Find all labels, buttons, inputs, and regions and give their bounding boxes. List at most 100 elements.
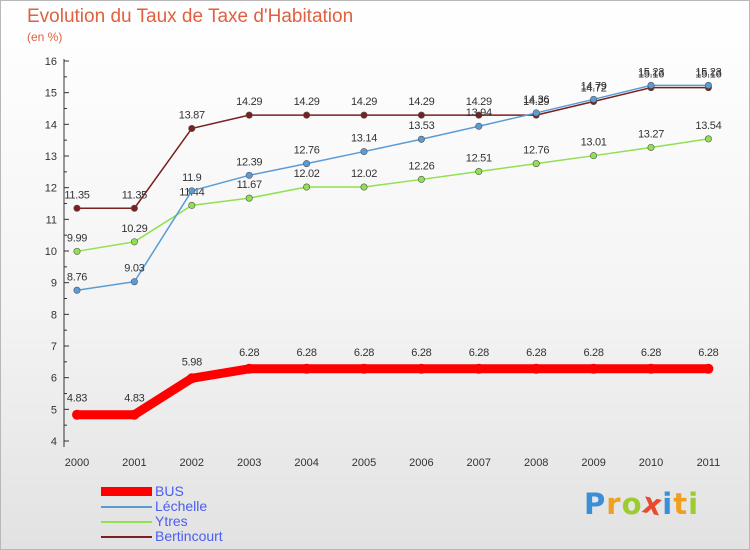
- data-label: 8.76: [67, 271, 87, 283]
- data-point: [703, 363, 714, 374]
- data-point: [186, 373, 197, 384]
- legend-swatch: [101, 487, 152, 496]
- data-label: 12.39: [236, 156, 262, 168]
- data-point: [532, 160, 540, 168]
- data-point: [704, 81, 712, 89]
- data-point: [475, 111, 483, 119]
- data-label: 11.35: [122, 189, 147, 201]
- series-line-ytres: [76, 138, 710, 253]
- y-tick-label: 5: [51, 404, 57, 416]
- x-tick-label: 2001: [122, 457, 146, 469]
- y-tick-label: 7: [51, 341, 57, 353]
- x-tick-label: 2004: [294, 457, 318, 469]
- brand-letter: r: [606, 487, 622, 521]
- series-line-léchelle: [76, 84, 710, 292]
- brand-letter: i: [662, 487, 674, 521]
- data-label: 14.79: [581, 80, 607, 92]
- data-label: 14.29: [294, 96, 320, 108]
- data-label: 14.72: [581, 83, 607, 95]
- legend-label: BUS: [155, 483, 184, 499]
- data-label: 14.29: [466, 96, 492, 108]
- data-point: [303, 160, 311, 168]
- data-label: 6.28: [469, 347, 489, 359]
- series-line-bus: [72, 364, 713, 420]
- x-tick-label: 2009: [581, 457, 605, 469]
- data-label: 12.26: [408, 160, 434, 172]
- y-tick-label: 16: [45, 56, 57, 68]
- data-label: 12.02: [351, 168, 377, 180]
- data-label: 15.16: [638, 69, 664, 81]
- data-label: 4.83: [124, 393, 144, 405]
- chart-title: Evolution du Taux de Taxe d'Habitation: [27, 6, 354, 27]
- data-label: 5.98: [182, 356, 202, 368]
- legend-swatch: [101, 536, 152, 538]
- data-label: 14.29: [523, 96, 549, 108]
- legend-swatch: [101, 521, 152, 523]
- x-tick-label: 2000: [65, 457, 89, 469]
- legend-label: Léchelle: [155, 498, 208, 514]
- data-label: 13.87: [179, 109, 205, 121]
- data-label: 13.27: [638, 128, 664, 140]
- data-label: 6.28: [296, 347, 316, 359]
- legend-label: Ytres: [155, 513, 188, 529]
- data-point: [359, 363, 369, 374]
- y-tick-label: 15: [45, 88, 57, 100]
- data-point: [590, 95, 598, 103]
- data-label: 6.28: [641, 347, 661, 359]
- data-point: [417, 135, 425, 143]
- x-tick-label: 2007: [467, 457, 491, 469]
- data-label: 12.02: [294, 168, 320, 180]
- data-point: [130, 204, 138, 212]
- y-tick-label: 14: [45, 119, 57, 131]
- data-label: 6.28: [526, 347, 546, 359]
- data-point: [129, 409, 140, 420]
- data-point: [245, 111, 253, 119]
- data-point: [647, 143, 655, 151]
- data-point: [301, 363, 312, 374]
- y-tick-label: 6: [51, 373, 57, 385]
- data-point: [532, 109, 540, 117]
- y-tick-label: 11: [46, 214, 57, 226]
- data-label: 14.29: [351, 96, 377, 108]
- data-point: [590, 152, 598, 160]
- x-tick-label: 2003: [237, 457, 261, 469]
- data-point: [73, 247, 81, 255]
- data-label: 11.67: [237, 179, 262, 191]
- data-point: [646, 363, 656, 374]
- brand-letter: o: [621, 487, 643, 521]
- x-tick-label: 2002: [180, 457, 204, 469]
- x-tick-label: 2008: [524, 457, 548, 469]
- data-label: 13.94: [466, 107, 492, 119]
- data-label: 12.76: [294, 145, 320, 157]
- data-label: 14.29: [236, 96, 262, 108]
- data-point: [360, 111, 368, 119]
- data-label: 6.28: [698, 347, 718, 359]
- legend-swatch: [101, 506, 152, 508]
- data-label: 10.29: [121, 223, 147, 235]
- data-point: [245, 194, 253, 202]
- series-line-bertincourt: [76, 86, 710, 209]
- data-point: [417, 111, 425, 119]
- y-tick-label: 9: [51, 278, 57, 290]
- x-tick-label: 2011: [697, 457, 721, 469]
- data-point: [473, 363, 484, 374]
- data-label: 11.35: [64, 189, 89, 201]
- data-point: [73, 204, 81, 212]
- data-label: 14.29: [408, 96, 434, 108]
- x-tick-label: 2006: [409, 457, 433, 469]
- data-point: [245, 171, 253, 179]
- data-label: 6.28: [239, 347, 259, 359]
- data-point: [531, 363, 542, 374]
- y-tick-label: 13: [45, 151, 57, 163]
- data-point: [588, 363, 599, 374]
- data-label: 6.28: [583, 347, 603, 359]
- unit-label: (en %): [27, 30, 63, 44]
- data-point: [303, 111, 311, 119]
- x-tick-label: 2010: [639, 457, 663, 469]
- data-label: 12.76: [523, 145, 549, 157]
- data-label: 9.99: [67, 232, 87, 244]
- data-point: [360, 183, 368, 191]
- data-label: 13.14: [351, 133, 377, 145]
